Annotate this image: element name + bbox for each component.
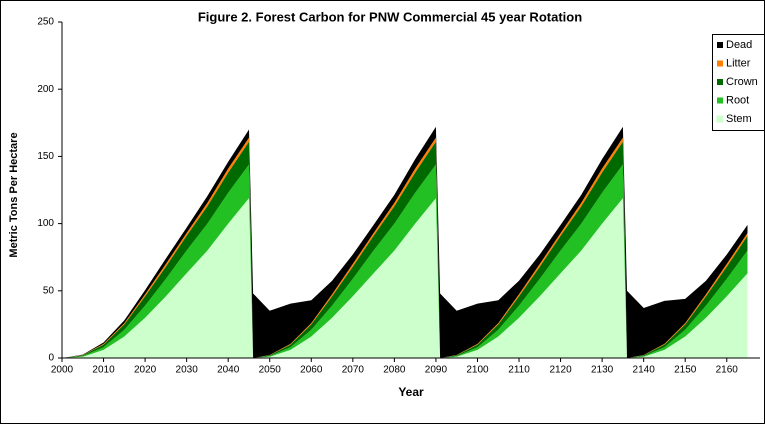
x-tick-label: 2020: [134, 365, 157, 376]
x-tick-label: 2150: [674, 365, 697, 376]
legend-swatch: [717, 60, 723, 67]
x-tick-label: 2110: [508, 365, 530, 376]
y-tick-label: 100: [37, 218, 54, 229]
y-tick-label: 150: [37, 151, 54, 162]
x-tick-label: 2060: [300, 365, 323, 376]
legend-swatch: [717, 97, 723, 104]
area-root: [62, 164, 748, 358]
y-axis-label: Metric Tons Per Hectare: [8, 132, 20, 257]
x-tick-label: 2000: [51, 365, 74, 376]
x-tick-label: 2040: [217, 365, 240, 376]
x-tick-label: 2080: [383, 365, 406, 376]
x-tick-label: 2030: [176, 365, 199, 376]
x-tick-label: 2160: [716, 365, 739, 376]
legend-swatch: [716, 115, 724, 123]
x-tick-label: 2120: [549, 365, 572, 376]
x-axis-label: Year: [398, 385, 424, 399]
x-tick-label: 2050: [259, 365, 282, 376]
legend-label: Litter: [726, 57, 751, 69]
x-tick-label: 2010: [92, 365, 115, 376]
legend-label: Root: [726, 94, 749, 106]
legend-label: Stem: [726, 113, 752, 125]
x-tick-label: 2090: [425, 365, 448, 376]
y-tick-label: 250: [37, 17, 54, 28]
y-tick-label: 50: [43, 285, 55, 296]
area-stem: [62, 198, 748, 358]
legend-label: Crown: [726, 76, 758, 88]
y-tick-label: 200: [37, 84, 54, 95]
legend-swatch: [717, 79, 723, 85]
x-tick-label: 2070: [342, 365, 365, 376]
legend-swatch: [717, 42, 723, 48]
legend-label: Dead: [726, 39, 752, 51]
chart-title: Figure 2. Forest Carbon for PNW Commerci…: [198, 9, 582, 24]
y-tick-label: 0: [48, 353, 54, 364]
x-tick-label: 2140: [633, 365, 656, 376]
x-tick-label: 2100: [466, 365, 489, 376]
x-tick-label: 2130: [591, 365, 614, 376]
